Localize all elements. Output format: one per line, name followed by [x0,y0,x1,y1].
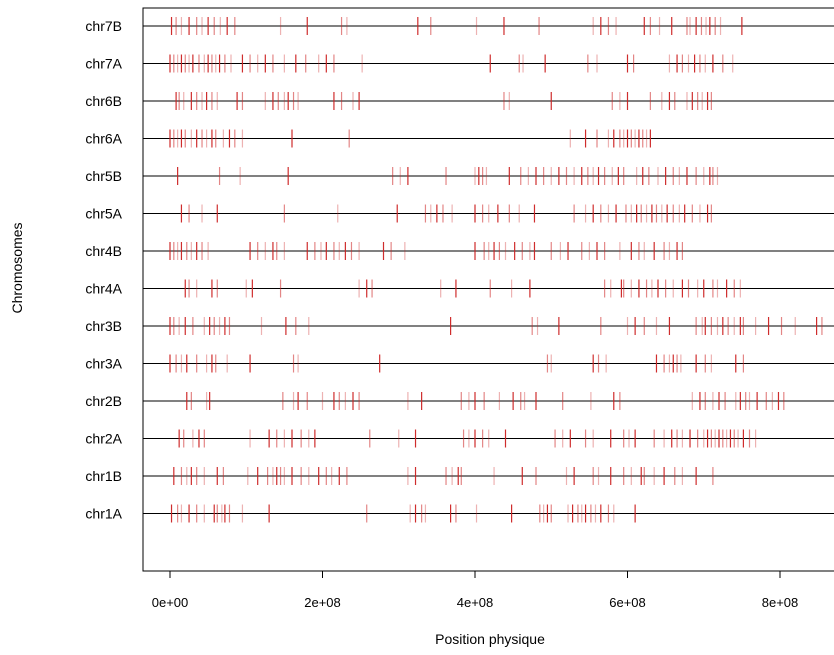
category-label-chr7A: chr7A [85,56,122,72]
category-label-chr6B: chr6B [85,93,122,109]
x-axis: 0e+00 2e+08 4e+08 6e+08 8e+08 [152,571,799,610]
category-label-chr1A: chr1A [85,506,122,522]
plot-frame [142,7,834,572]
chromosome-baselines [143,25,834,514]
x-tick-label: 0e+00 [152,595,189,610]
marker-ticks [169,17,823,523]
x-tick-label: 6e+08 [609,595,646,610]
category-label-chr2B: chr2B [85,393,122,409]
category-label-chr2A: chr2A [85,431,122,447]
category-label-chr7B: chr7B [85,18,122,34]
category-label-chr4A: chr4A [85,281,122,297]
category-label-chr5B: chr5B [85,168,122,184]
category-label-chr3B: chr3B [85,318,122,334]
x-tick-label: 8e+08 [762,595,799,610]
category-label-chr3A: chr3A [85,356,122,372]
category-labels: chr7B chr7A chr6B chr6A chr5B chr5A chr4B chr4A… [85,18,122,522]
x-tick-label: 2e+08 [304,595,341,610]
x-tick-label: 4e+08 [457,595,494,610]
x-axis-title: Position physique [435,631,545,647]
category-label-chr4B: chr4B [85,243,122,259]
category-label-chr1B: chr1B [85,468,122,484]
category-label-chr5A: chr5A [85,206,122,222]
category-label-chr6A: chr6A [85,131,122,147]
y-axis-title: Chromosomes [9,222,25,313]
